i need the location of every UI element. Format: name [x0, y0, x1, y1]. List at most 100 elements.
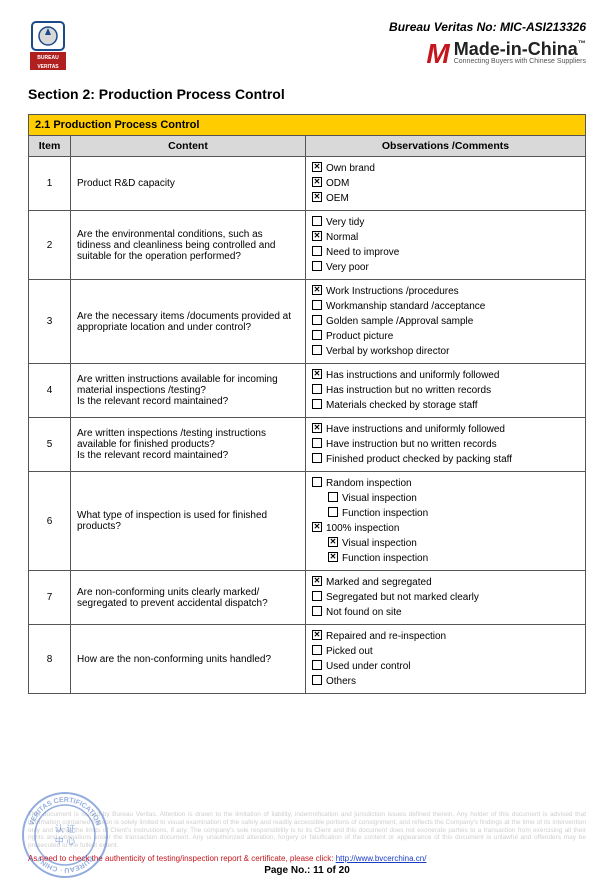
option-label: Visual inspection — [342, 491, 417, 506]
checkbox-icon — [312, 177, 322, 187]
svg-text:VERITAS: VERITAS — [37, 64, 59, 70]
checkbox-icon — [312, 645, 322, 655]
option-label: OEM — [326, 191, 349, 206]
content-cell: What type of inspection is used for fini… — [71, 472, 306, 571]
item-number: 6 — [29, 472, 71, 571]
checkbox-option: Segregated but not marked clearly — [312, 590, 579, 605]
content-cell: Are non-conforming units clearly marked/… — [71, 571, 306, 625]
observations-cell: Random inspectionVisual inspectionFuncti… — [306, 472, 586, 571]
mic-tagline: Connecting Buyers with Chinese Suppliers — [454, 58, 586, 65]
observations-cell: Very tidyNormalNeed to improveVery poor — [306, 211, 586, 280]
checkbox-option: Product picture — [312, 329, 579, 344]
checkbox-icon — [312, 453, 322, 463]
checkbox-icon — [312, 423, 322, 433]
checkbox-icon — [312, 576, 322, 586]
item-number: 4 — [29, 364, 71, 418]
bv-number-value: MIC-ASI213326 — [500, 20, 586, 34]
checkbox-icon — [328, 537, 338, 547]
process-control-table: 2.1 Production Process Control Item Cont… — [28, 114, 586, 694]
svg-text:BUREAU: BUREAU — [37, 55, 59, 61]
checkbox-option: Others — [312, 674, 579, 689]
option-label: Have instructions and uniformly followed — [326, 422, 505, 437]
checkbox-option: Marked and segregated — [312, 575, 579, 590]
checkbox-option: Used under control — [312, 659, 579, 674]
page-number: Page No.: 11 of 20 — [28, 865, 586, 876]
option-label: Has instruction but no written records — [326, 383, 491, 398]
checkbox-option: Have instruction but no written records — [312, 437, 579, 452]
checkbox-icon — [312, 285, 322, 295]
checkbox-icon — [312, 369, 322, 379]
checkbox-option: Own brand — [312, 161, 579, 176]
checkbox-option: Very poor — [312, 260, 579, 275]
checkbox-option: OEM — [312, 191, 579, 206]
checkbox-option: Golden sample /Approval sample — [312, 314, 579, 329]
checkbox-option: Picked out — [312, 644, 579, 659]
option-label: Verbal by workshop director — [326, 344, 449, 359]
item-number: 3 — [29, 280, 71, 364]
checkbox-icon — [328, 507, 338, 517]
option-label: Function inspection — [342, 551, 428, 566]
option-label: Very poor — [326, 260, 369, 275]
option-label: Workmanship standard /acceptance — [326, 299, 485, 314]
option-label: Has instructions and uniformly followed — [326, 368, 499, 383]
authenticity-line: As need to check the authenticity of tes… — [28, 854, 586, 863]
content-cell: Are the environmental conditions, such a… — [71, 211, 306, 280]
checkbox-icon — [312, 522, 322, 532]
made-in-china-logo: M Made-in-China™ Connecting Buyers with … — [389, 40, 586, 68]
checkbox-option: Have instructions and uniformly followed — [312, 422, 579, 437]
observations-cell: Repaired and re-inspectionPicked outUsed… — [306, 625, 586, 694]
observations-cell: Work Instructions /proceduresWorkmanship… — [306, 280, 586, 364]
observations-cell: Own brandODMOEM — [306, 157, 586, 211]
checkbox-icon — [312, 399, 322, 409]
checkbox-icon — [312, 345, 322, 355]
option-label: Own brand — [326, 161, 375, 176]
col-header-content: Content — [71, 136, 306, 157]
content-cell: How are the non-conforming units handled… — [71, 625, 306, 694]
content-cell: Are written inspections /testing instruc… — [71, 418, 306, 472]
checkbox-option: Very tidy — [312, 215, 579, 230]
checkbox-icon — [312, 162, 322, 172]
checkbox-option: Work Instructions /procedures — [312, 284, 579, 299]
option-label: Golden sample /Approval sample — [326, 314, 473, 329]
trademark-icon: ™ — [578, 39, 586, 48]
checkbox-option: 100% inspection — [312, 521, 579, 536]
checkbox-option: Need to improve — [312, 245, 579, 260]
option-label: Repaired and re-inspection — [326, 629, 446, 644]
checkbox-icon — [312, 660, 322, 670]
content-cell: Are written instructions available for i… — [71, 364, 306, 418]
section-title: Section 2: Production Process Control — [28, 86, 586, 102]
checkbox-option: ODM — [312, 176, 579, 191]
checkbox-icon — [312, 438, 322, 448]
option-label: Marked and segregated — [326, 575, 432, 590]
checkbox-icon — [312, 591, 322, 601]
checkbox-icon — [312, 384, 322, 394]
checkbox-option: Materials checked by storage staff — [312, 398, 579, 413]
mic-m-icon: M — [426, 40, 449, 68]
observations-cell: Has instructions and uniformly followedH… — [306, 364, 586, 418]
option-label: Work Instructions /procedures — [326, 284, 459, 299]
checkbox-icon — [328, 552, 338, 562]
option-label: ODM — [326, 176, 349, 191]
disclaimer-text: This document is issued by Bureau Verita… — [28, 811, 586, 850]
checkbox-option: Has instructions and uniformly followed — [312, 368, 579, 383]
checkbox-option: Repaired and re-inspection — [312, 629, 579, 644]
checkbox-icon — [312, 192, 322, 202]
option-label: Picked out — [326, 644, 373, 659]
checkbox-option: Verbal by workshop director — [312, 344, 579, 359]
checkbox-icon — [312, 675, 322, 685]
item-number: 7 — [29, 571, 71, 625]
checkbox-option: Random inspection — [312, 476, 579, 491]
option-label: Visual inspection — [342, 536, 417, 551]
checkbox-icon — [312, 246, 322, 256]
auth-link[interactable]: http://www.bvcerchina.cn/ — [336, 854, 427, 863]
option-label: Have instruction but no written records — [326, 437, 497, 452]
option-label: Normal — [326, 230, 358, 245]
bv-number: Bureau Veritas No: MIC-ASI213326 — [389, 20, 586, 34]
content-cell: Are the necessary items /documents provi… — [71, 280, 306, 364]
col-header-item: Item — [29, 136, 71, 157]
checkbox-option: Normal — [312, 230, 579, 245]
checkbox-option: Has instruction but no written records — [312, 383, 579, 398]
checkbox-icon — [312, 300, 322, 310]
option-label: Segregated but not marked clearly — [326, 590, 479, 605]
bv-number-label: Bureau Veritas No: — [389, 20, 500, 34]
